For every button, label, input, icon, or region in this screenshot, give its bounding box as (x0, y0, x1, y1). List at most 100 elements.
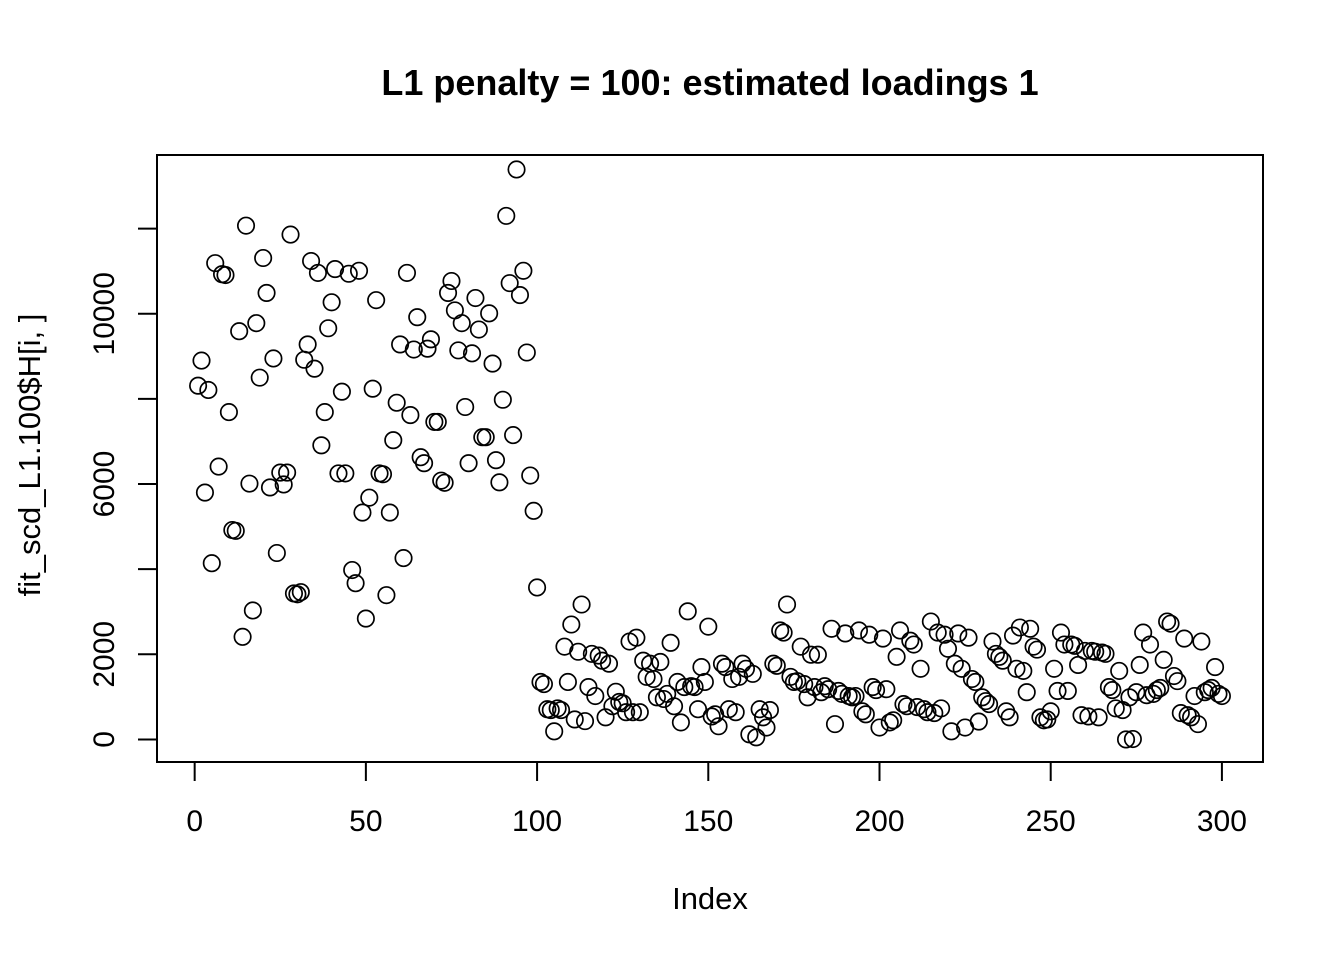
data-point (671, 713, 690, 732)
data-point (356, 609, 375, 628)
data-point (644, 669, 663, 689)
data-point (439, 283, 458, 302)
plot-box (156, 154, 1264, 763)
data-point (938, 639, 958, 658)
data-point (264, 349, 283, 368)
data-point (1151, 678, 1170, 697)
data-point (528, 578, 547, 597)
data-point (435, 473, 454, 492)
data-point (890, 621, 910, 640)
data-point (288, 585, 307, 604)
data-point (480, 304, 499, 323)
data-point (884, 711, 903, 730)
data-point (514, 261, 533, 280)
data-point (709, 717, 728, 736)
x-tick-label: 0 (186, 805, 203, 838)
data-point (750, 700, 769, 719)
data-point (767, 656, 786, 675)
data-point (456, 397, 475, 417)
data-point (969, 712, 988, 731)
data-point (1178, 706, 1197, 725)
data-point (819, 680, 838, 699)
data-point (1147, 681, 1166, 700)
data-point (959, 628, 978, 647)
data-point (1123, 729, 1142, 749)
data-point (490, 473, 509, 492)
data-point (822, 619, 841, 638)
data-point (757, 718, 776, 737)
data-point (586, 686, 605, 706)
data-point (1212, 686, 1231, 706)
data-point (1134, 623, 1153, 642)
data-point (1116, 730, 1136, 749)
data-point (291, 583, 310, 602)
data-point (541, 701, 560, 720)
data-point (863, 678, 882, 697)
data-point (623, 703, 643, 722)
data-point (986, 644, 1005, 663)
data-point (373, 465, 393, 484)
data-point (1144, 684, 1163, 703)
data-point (1188, 715, 1207, 734)
data-point (897, 697, 916, 716)
data-point (1103, 681, 1122, 700)
data-point (274, 475, 293, 494)
y-tick-label: 0 (88, 731, 121, 748)
data-point (1137, 686, 1156, 705)
data-point (548, 699, 567, 718)
data-point (678, 602, 697, 621)
data-point (627, 628, 646, 647)
data-point (216, 265, 235, 285)
data-point (1075, 641, 1094, 660)
data-point (1086, 642, 1105, 661)
x-tick-label: 300 (1197, 805, 1247, 838)
data-point (1096, 644, 1115, 663)
data-point (651, 652, 670, 672)
data-point (1110, 661, 1129, 680)
data-point (384, 431, 403, 450)
data-point (795, 675, 814, 694)
data-point (1007, 659, 1026, 678)
data-point (504, 426, 523, 445)
data-point (302, 251, 321, 271)
data-point (278, 463, 297, 482)
data-point (322, 293, 341, 312)
data-point (699, 617, 718, 636)
data-point (1168, 672, 1187, 691)
data-point (1055, 635, 1074, 654)
data-point (1161, 614, 1180, 633)
data-point (1158, 612, 1177, 631)
data-point (647, 688, 666, 707)
data-point (747, 728, 766, 747)
data-point (894, 695, 913, 714)
data-point (534, 675, 553, 694)
data-point (877, 680, 896, 699)
data-point (240, 474, 259, 493)
data-point (1024, 637, 1043, 656)
data-point (411, 448, 430, 467)
data-point (531, 672, 550, 692)
data-point (473, 428, 492, 447)
data-point (664, 697, 684, 716)
data-point (1010, 618, 1029, 637)
data-point (353, 503, 372, 522)
data-point (346, 574, 365, 593)
data-point (990, 647, 1009, 666)
data-point (267, 543, 286, 563)
data-point (873, 629, 892, 648)
data-point (315, 403, 334, 422)
data-point (199, 380, 218, 400)
data-point (189, 376, 208, 395)
data-point (432, 471, 451, 490)
data-point (853, 702, 872, 721)
data-point (764, 654, 783, 673)
data-point (1058, 681, 1077, 700)
y-tick-label: 10000 (88, 272, 121, 355)
data-point (226, 521, 245, 540)
data-point (493, 390, 512, 409)
data-point (942, 722, 961, 741)
data-point (1127, 683, 1146, 702)
data-point (486, 451, 506, 470)
data-point (521, 466, 540, 485)
